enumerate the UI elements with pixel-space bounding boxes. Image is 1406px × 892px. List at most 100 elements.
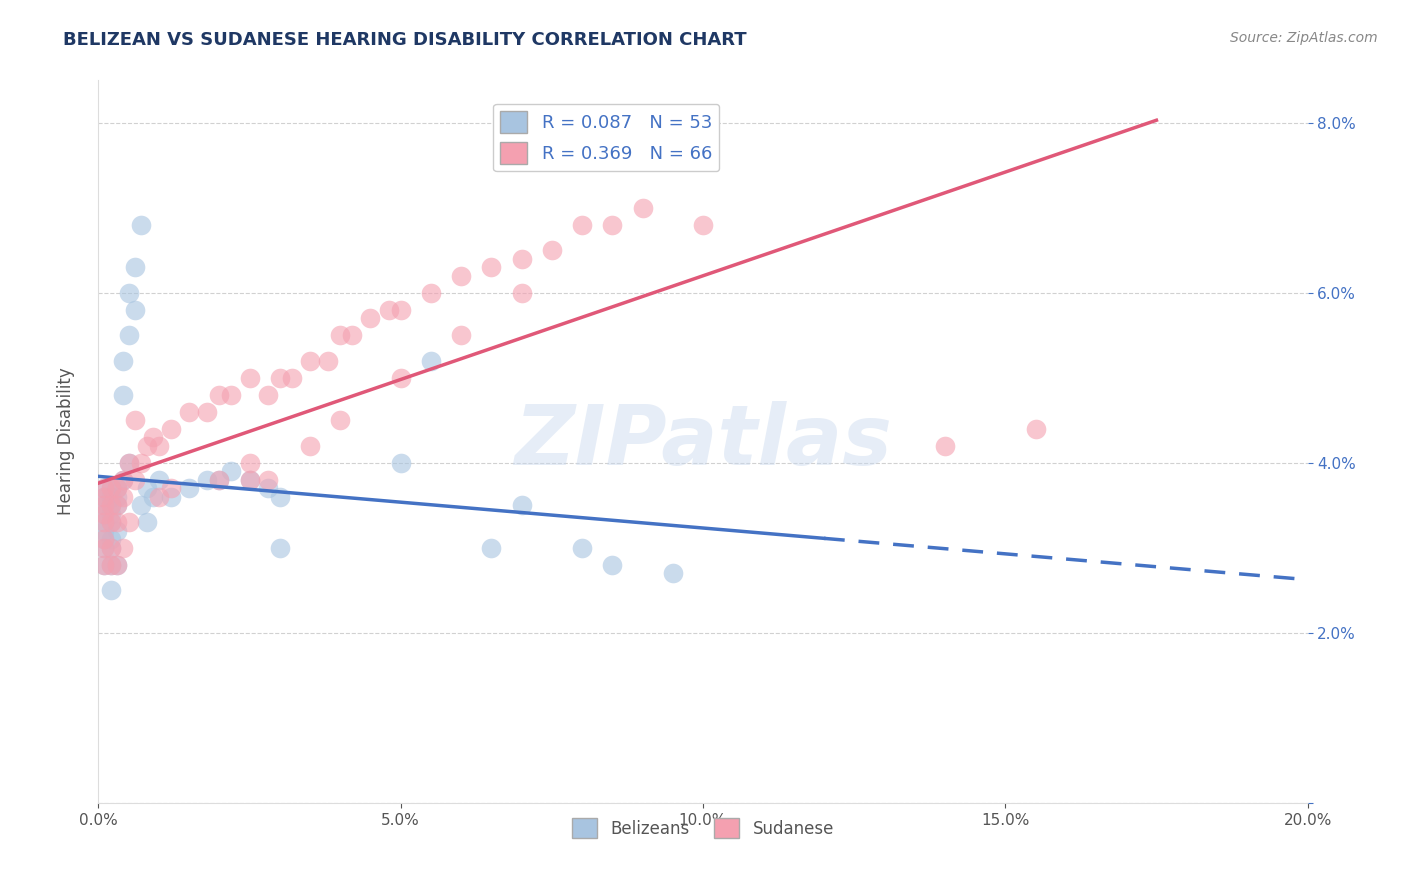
- Point: [93, 498, 115, 512]
- Point: [129, 456, 152, 470]
- Point: [105, 490, 128, 504]
- Point: [100, 498, 122, 512]
- Point: [269, 490, 291, 504]
- Point: [124, 260, 146, 275]
- Point: [148, 439, 170, 453]
- Text: BELIZEAN VS SUDANESE HEARING DISABILITY CORRELATION CHART: BELIZEAN VS SUDANESE HEARING DISABILITY …: [63, 31, 747, 49]
- Point: [93, 516, 115, 530]
- Point: [118, 456, 141, 470]
- Point: [105, 516, 128, 530]
- Point: [342, 328, 364, 343]
- Point: [111, 353, 134, 368]
- Point: [389, 371, 412, 385]
- Point: [571, 541, 593, 555]
- Point: [179, 481, 201, 495]
- Point: [360, 311, 382, 326]
- Point: [160, 481, 183, 495]
- Point: [571, 218, 593, 232]
- Point: [329, 328, 352, 343]
- Point: [111, 473, 134, 487]
- Point: [135, 439, 157, 453]
- Point: [602, 558, 624, 572]
- Point: [179, 405, 201, 419]
- Point: [100, 490, 122, 504]
- Point: [269, 371, 291, 385]
- Point: [692, 218, 714, 232]
- Point: [100, 533, 122, 547]
- Point: [135, 481, 157, 495]
- Point: [105, 558, 128, 572]
- Point: [118, 328, 141, 343]
- Point: [299, 353, 322, 368]
- Point: [100, 541, 122, 555]
- Point: [450, 268, 472, 283]
- Point: [124, 413, 146, 427]
- Point: [93, 516, 115, 530]
- Point: [105, 498, 128, 512]
- Point: [93, 481, 115, 495]
- Point: [93, 533, 115, 547]
- Point: [105, 481, 128, 495]
- Point: [93, 507, 115, 521]
- Point: [124, 302, 146, 317]
- Text: ZIPatlas: ZIPatlas: [515, 401, 891, 482]
- Point: [195, 473, 218, 487]
- Point: [111, 541, 134, 555]
- Point: [239, 371, 262, 385]
- Point: [100, 516, 122, 530]
- Point: [256, 481, 278, 495]
- Point: [420, 285, 443, 300]
- Point: [239, 473, 262, 487]
- Point: [195, 405, 218, 419]
- Point: [148, 473, 170, 487]
- Point: [105, 498, 128, 512]
- Point: [1024, 422, 1046, 436]
- Point: [329, 413, 352, 427]
- Point: [221, 388, 243, 402]
- Point: [540, 244, 562, 258]
- Point: [239, 456, 262, 470]
- Point: [481, 260, 503, 275]
- Point: [93, 524, 115, 538]
- Point: [124, 473, 146, 487]
- Point: [450, 328, 472, 343]
- Point: [111, 473, 134, 487]
- Point: [105, 481, 128, 495]
- Point: [93, 558, 115, 572]
- Point: [160, 422, 183, 436]
- Legend: Belizeans, Sudanese: Belizeans, Sudanese: [565, 812, 841, 845]
- Point: [934, 439, 956, 453]
- Point: [100, 541, 122, 555]
- Point: [481, 541, 503, 555]
- Point: [256, 388, 278, 402]
- Point: [631, 201, 654, 215]
- Point: [221, 464, 243, 478]
- Point: [93, 533, 115, 547]
- Point: [377, 302, 399, 317]
- Point: [105, 558, 128, 572]
- Point: [208, 473, 231, 487]
- Point: [111, 490, 134, 504]
- Point: [93, 541, 115, 555]
- Point: [389, 302, 412, 317]
- Point: [93, 541, 115, 555]
- Point: [239, 473, 262, 487]
- Point: [208, 473, 231, 487]
- Point: [389, 456, 412, 470]
- Point: [100, 507, 122, 521]
- Point: [100, 516, 122, 530]
- Point: [142, 490, 165, 504]
- Point: [111, 388, 134, 402]
- Point: [118, 516, 141, 530]
- Point: [299, 439, 322, 453]
- Point: [93, 558, 115, 572]
- Point: [281, 371, 304, 385]
- Point: [100, 558, 122, 572]
- Point: [256, 473, 278, 487]
- Point: [118, 285, 141, 300]
- Point: [602, 218, 624, 232]
- Point: [93, 490, 115, 504]
- Point: [142, 430, 165, 444]
- Point: [100, 558, 122, 572]
- Point: [208, 388, 231, 402]
